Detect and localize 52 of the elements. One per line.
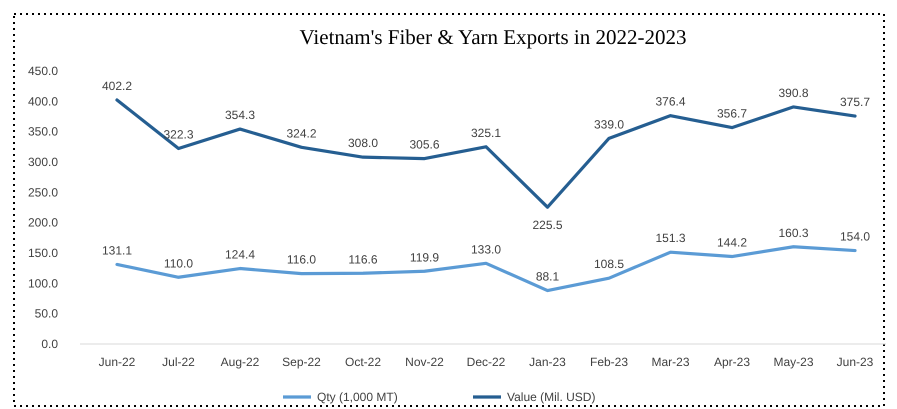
y-tick-label: 400.0: [28, 94, 58, 108]
x-tick-label: Feb-23: [590, 355, 628, 369]
data-label: 339.0: [594, 117, 624, 132]
data-label: 116.0: [286, 252, 316, 267]
data-label: 119.9: [410, 250, 440, 264]
x-tick-label: Mar-23: [651, 355, 690, 369]
y-tick-label: 0.0: [41, 337, 58, 351]
x-tick-label: Oct-22: [344, 355, 382, 369]
data-label: 133.0: [470, 242, 502, 256]
data-label: 356.7: [716, 106, 748, 121]
data-label: 225.5: [532, 218, 563, 232]
data-label: 322.3: [163, 127, 194, 142]
data-label: 144.2: [716, 236, 748, 250]
y-tick-label: 150.0: [28, 246, 58, 260]
y-tick-label: 200.0: [28, 216, 58, 230]
legend-label: Qty (1,000 MT): [317, 390, 398, 404]
x-tick-label: May-23: [773, 355, 814, 369]
data-label: 376.4: [655, 94, 686, 109]
data-label: 390.8: [778, 86, 809, 100]
data-label: 324.2: [286, 126, 317, 140]
x-tick-label: Jun-22: [98, 355, 136, 369]
y-tick-label: 300.0: [28, 155, 58, 169]
y-tick-label: 100.0: [28, 276, 58, 290]
x-tick-label: Jul-22: [162, 355, 196, 369]
legend-label: Value (Mil. USD): [507, 390, 596, 404]
data-label: 160.3: [778, 226, 809, 240]
data-label: 354.3: [224, 108, 256, 122]
x-tick-label: Apr-23: [714, 355, 750, 369]
data-label: 110.0: [164, 256, 194, 270]
data-label: 305.6: [409, 138, 440, 152]
data-label: 151.3: [655, 231, 686, 246]
y-tick-label: 50.0: [34, 306, 58, 321]
x-tick-label: Jun-23: [836, 355, 874, 369]
y-tick-label: 350.0: [28, 124, 58, 139]
x-tick-label: Dec-22: [466, 355, 506, 369]
data-label: 124.4: [224, 248, 256, 262]
x-tick-label: Sep-22: [282, 355, 322, 369]
x-tick-label: Jan-23: [529, 355, 566, 369]
data-label: 325.1: [470, 126, 502, 140]
y-tick-label: 250.0: [28, 185, 58, 200]
data-label: 88.1: [536, 270, 560, 284]
data-label: 154.0: [840, 230, 870, 244]
data-label: 308.0: [348, 136, 378, 150]
data-label: 116.6: [348, 252, 378, 266]
chart-title: Vietnam's Fiber & Yarn Exports in 2022-2023: [300, 25, 686, 49]
data-label: 402.2: [102, 79, 132, 93]
data-label: 108.5: [594, 257, 624, 272]
data-label: 131.1: [102, 243, 132, 258]
x-tick-label: Aug-22: [220, 355, 260, 369]
y-tick-label: 450.0: [28, 64, 58, 78]
x-tick-label: Nov-22: [405, 355, 444, 369]
data-label: 375.7: [840, 95, 870, 110]
